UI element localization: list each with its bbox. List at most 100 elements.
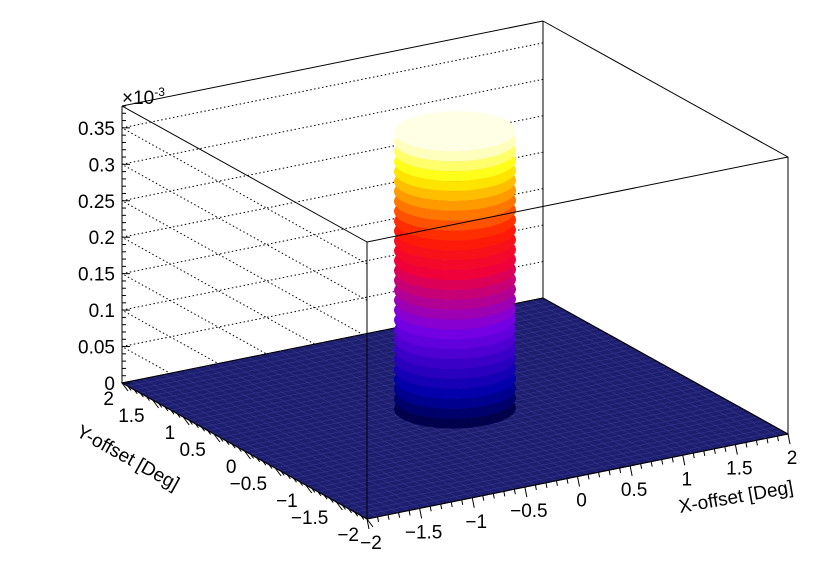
y-tick bbox=[195, 423, 199, 429]
y-tick bbox=[268, 464, 273, 469]
floor-gridline bbox=[490, 308, 736, 445]
x-tick bbox=[387, 514, 390, 520]
y-tick bbox=[305, 484, 313, 494]
y-tick bbox=[219, 437, 224, 442]
y-tick bbox=[176, 413, 181, 418]
y-tick bbox=[348, 508, 353, 514]
y-tick bbox=[237, 447, 242, 452]
z-tick-label: 0.3 bbox=[89, 155, 115, 176]
y-tick bbox=[274, 467, 282, 477]
z-tick-label: 0.2 bbox=[89, 228, 115, 249]
y-tick bbox=[250, 454, 255, 459]
x-tick-label: −1 bbox=[465, 512, 487, 533]
floor-gridline bbox=[532, 299, 778, 437]
x-tick bbox=[461, 499, 464, 505]
x-tick bbox=[513, 489, 516, 495]
x-tick bbox=[724, 446, 727, 452]
x-tick bbox=[766, 438, 769, 444]
x-tick bbox=[776, 436, 779, 442]
y-tick bbox=[366, 518, 374, 528]
x-tick bbox=[671, 457, 674, 463]
y-tick bbox=[225, 440, 230, 446]
disk-peak bbox=[394, 111, 516, 429]
x-tick-label: −0.5 bbox=[510, 501, 548, 522]
x-tick-label: 0 bbox=[576, 491, 587, 512]
x-tick-label: −2 bbox=[360, 533, 382, 554]
floor-gridline bbox=[521, 302, 768, 439]
z-tick-label: 0.35 bbox=[78, 119, 115, 140]
y-tick bbox=[342, 505, 346, 510]
axis-labels: 00.050.10.150.20.250.30.35−2−1.5−1−0.500… bbox=[78, 119, 797, 554]
y-tick bbox=[127, 386, 132, 391]
disk-top bbox=[394, 111, 516, 152]
y-tick-label: −1.5 bbox=[291, 508, 329, 529]
z-multiplier: ×10-3 bbox=[122, 85, 165, 109]
y-tick bbox=[231, 443, 236, 449]
y-tick bbox=[256, 457, 261, 463]
y-tick-label: 0 bbox=[226, 457, 237, 478]
y-tick bbox=[207, 430, 212, 435]
z-gridline bbox=[121, 236, 368, 374]
z-gridline bbox=[121, 163, 368, 301]
box-edge bbox=[366, 156, 789, 243]
x-tick bbox=[577, 476, 580, 487]
y-tick bbox=[323, 494, 328, 500]
x-tick bbox=[713, 448, 716, 454]
y-tick-label: −2 bbox=[337, 525, 359, 546]
y-tick bbox=[311, 488, 316, 493]
x-tick bbox=[608, 470, 611, 476]
floor-gridline bbox=[479, 310, 725, 447]
z-tick-label: 0.05 bbox=[78, 338, 115, 359]
z-gridline bbox=[121, 200, 368, 338]
x-tick bbox=[555, 480, 558, 486]
x-tick bbox=[471, 497, 475, 508]
x-tick bbox=[440, 504, 443, 510]
y-tick bbox=[280, 471, 285, 476]
x-tick bbox=[450, 501, 453, 508]
z-tick-label: 0.15 bbox=[78, 265, 115, 286]
x-tick bbox=[566, 478, 569, 484]
x-axis-title: X-offset [Deg] bbox=[677, 477, 795, 518]
x-tick bbox=[598, 472, 601, 478]
floor-gridline bbox=[170, 324, 593, 411]
y-tick bbox=[182, 416, 190, 426]
y-tick bbox=[201, 426, 206, 432]
floor-gridline bbox=[164, 321, 586, 408]
x-tick bbox=[619, 467, 622, 474]
y-tick bbox=[262, 460, 267, 466]
x-tick bbox=[755, 440, 758, 446]
y-tick bbox=[152, 399, 160, 409]
y-tick bbox=[244, 450, 251, 460]
x-tick bbox=[745, 442, 748, 448]
x-tick bbox=[419, 508, 423, 519]
x-tick bbox=[366, 518, 370, 530]
box-edge bbox=[121, 105, 368, 243]
y-tick bbox=[158, 403, 163, 408]
floor-gridline bbox=[511, 304, 757, 441]
y-tick-label: 1 bbox=[165, 423, 176, 444]
x-tick bbox=[629, 465, 633, 476]
y-tick bbox=[329, 498, 334, 503]
y-tick bbox=[317, 491, 322, 497]
axis-ticks bbox=[121, 105, 791, 530]
x-tick bbox=[398, 512, 401, 518]
x-tick bbox=[503, 491, 506, 497]
y-tick bbox=[213, 433, 221, 443]
x-tick bbox=[587, 474, 590, 480]
y-tick-label: 1.5 bbox=[118, 406, 144, 427]
x-tick bbox=[682, 455, 686, 466]
x-tick bbox=[734, 444, 738, 455]
x-tick bbox=[650, 461, 653, 467]
y-tick bbox=[146, 396, 150, 401]
x-tick-label: 0.5 bbox=[621, 480, 647, 501]
y-tick bbox=[170, 409, 175, 415]
y-tick bbox=[299, 481, 304, 486]
y-tick bbox=[164, 406, 169, 412]
x-tick bbox=[482, 495, 485, 501]
y-tick bbox=[360, 515, 365, 520]
floor-gridline bbox=[177, 328, 599, 414]
z-gridline bbox=[121, 273, 368, 411]
y-tick bbox=[335, 501, 343, 511]
y-tick-label: 0.5 bbox=[179, 440, 205, 461]
